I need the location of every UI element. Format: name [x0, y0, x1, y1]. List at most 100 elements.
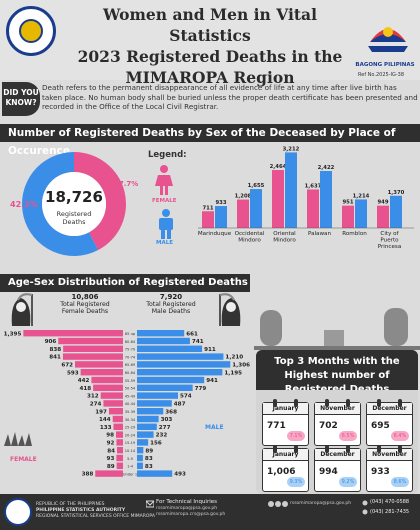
pyramid-age-label: 55-59 — [125, 379, 136, 383]
male-total-value: 7,920 — [159, 293, 183, 301]
bar-female — [237, 199, 249, 228]
top3-title: Top 3 Months with the Highest number of … — [256, 350, 418, 395]
pyramid-bar-female — [116, 431, 123, 438]
pyramid-value-male: 303 — [161, 417, 173, 423]
pyramid-age-label: 65-69 — [125, 363, 136, 367]
pyramid-age-label: 50-54 — [125, 387, 136, 391]
calendar-value: 933 — [371, 467, 390, 477]
calendar-ring — [377, 399, 381, 407]
pyramid-value-male: 368 — [165, 409, 177, 415]
pyramid-bar-male — [137, 337, 190, 345]
male-figure-icon — [159, 209, 173, 239]
calendar-value: 1,006 — [267, 467, 296, 477]
pyramid-bar-male — [137, 384, 193, 391]
footer-psa-seal — [4, 498, 32, 526]
male-total-label-2: Male Deaths — [151, 308, 191, 315]
pyramid-age-label: 35-39 — [125, 410, 136, 414]
calendar-ring — [346, 445, 350, 453]
pyramid-value-male: 89 — [145, 448, 153, 454]
reference-number: Ref No.2025-IG-38 — [358, 72, 405, 78]
place-bar-chart: 711933Marinduque1,2081,655OccidentalMind… — [198, 146, 414, 250]
calendar-male-1: January 1,006 9.3% — [262, 445, 309, 492]
category-label: Oriental — [273, 231, 296, 237]
pyramid-age-label: 10-14 — [125, 449, 136, 453]
pyramid-value-male: 83 — [145, 464, 153, 470]
header — [0, 0, 420, 80]
pyramid-age-label: 5-9 — [127, 457, 134, 461]
legend-title: Legend: — [148, 150, 187, 160]
donut-total-label-1: Registered — [57, 210, 92, 218]
pyramid-value-male: 156 — [150, 441, 162, 447]
donut-total-label-2: Deaths — [62, 218, 86, 226]
pyramid-bar-male — [137, 400, 172, 407]
footer-phone-2: (043) 281-7435 — [370, 509, 410, 515]
female-total-value: 10,806 — [71, 293, 99, 301]
calendar-ring — [398, 399, 402, 407]
footer-email-1[interactable]: rssomimaropa@psa.gov.ph — [156, 506, 218, 511]
calendar-percent: 6.5% — [339, 431, 357, 441]
bagong-pilipinas-logo — [368, 27, 408, 52]
social-media-icons — [268, 501, 288, 507]
category-label: Palawan — [308, 231, 332, 237]
bar-male — [355, 199, 367, 228]
calendar-ring — [377, 445, 381, 453]
bar-value-label: 1,655 — [248, 183, 265, 189]
female-figure-icon — [155, 165, 173, 195]
calendar-percent: 9.3% — [287, 477, 305, 487]
pyramid-bar-male — [137, 415, 159, 423]
pyramid-bar-male — [137, 470, 173, 477]
footer-phone-1: (043) 470-0588 — [370, 499, 410, 505]
pyramid-bar-female — [95, 470, 123, 477]
pyramid-age-label: 25-29 — [125, 426, 136, 430]
pyramid-bar-female — [93, 384, 123, 391]
phone-icon — [362, 500, 368, 515]
calendar-ring — [325, 445, 329, 453]
pyramid-bar-female — [117, 447, 123, 454]
pyramid-age-label: 20-24 — [125, 433, 136, 437]
calendar-ring — [273, 399, 277, 407]
male-total-label-1: Total Registered — [146, 301, 196, 308]
calendar-month: November — [315, 403, 360, 415]
bar-female — [202, 211, 214, 228]
footer-inquiries-label: For Technical Inquiries — [156, 499, 217, 505]
pyramid-age-label: 85 up — [125, 332, 136, 336]
page-title: Women and Men in Vital Statistics 2023 R… — [60, 4, 360, 88]
pyramid-value-male: 1,306 — [232, 363, 250, 369]
pyramid-value-male: 741 — [192, 339, 204, 345]
pyramid-value-male: 487 — [174, 402, 186, 408]
legend-male-label: MALE — [156, 240, 173, 246]
bar-female — [272, 170, 284, 228]
pyramid-bar-female — [100, 392, 123, 399]
female-total-block: 10,806 Total Registered Female Deaths — [40, 293, 130, 315]
pyramid-bar-female — [103, 400, 123, 407]
pie-label-male: 57.7% — [114, 180, 138, 188]
pyramid-bar-male — [137, 431, 154, 438]
footer-social[interactable]: rssomimaropa@psa.gov.ph — [290, 501, 352, 506]
pyramid-value-female: 312 — [87, 394, 99, 400]
pyramid-value-female: 197 — [95, 409, 107, 415]
title-line-3: MIMAROPA Region — [125, 68, 295, 87]
section-title-place: Number of Registered Deaths by Sex of th… — [0, 124, 420, 157]
pyramid-bar-female — [62, 353, 123, 360]
pyramid-value-female: 92 — [107, 441, 115, 447]
bar-value-label: 1,208 — [235, 194, 252, 200]
calendar-male-2: December 994 9.2% — [314, 445, 361, 492]
grim-reaper-icon-right — [219, 293, 241, 326]
pyramid-bar-female — [63, 345, 123, 352]
bar-value-label: 951 — [342, 200, 353, 206]
footer-org-line-2: PHILIPPINE STATISTICS AUTHORITY — [36, 508, 126, 513]
male-total-block: 7,920 Total Registered Male Deaths — [126, 293, 216, 315]
grass-decoration-icon — [4, 432, 32, 446]
bar-value-label: 2,464 — [270, 164, 287, 170]
title-line-1: Women and Men in Vital Statistics — [103, 5, 317, 45]
grim-reaper-icon — [11, 293, 33, 326]
pyramid-bar-female — [112, 415, 123, 423]
pyramid-value-male: 493 — [174, 472, 186, 478]
footer-email-2[interactable]: rssomimaropa.crs@psa.gov.ph — [156, 512, 226, 517]
pyramid-bar-male — [137, 423, 157, 430]
calendar-month: January — [263, 449, 308, 461]
calendar-month: December — [315, 449, 360, 461]
calendar-percent: 6.4% — [391, 431, 409, 441]
pyramid-bar-male — [137, 345, 203, 352]
calendar-female-3: December 695 6.4% — [366, 399, 413, 446]
